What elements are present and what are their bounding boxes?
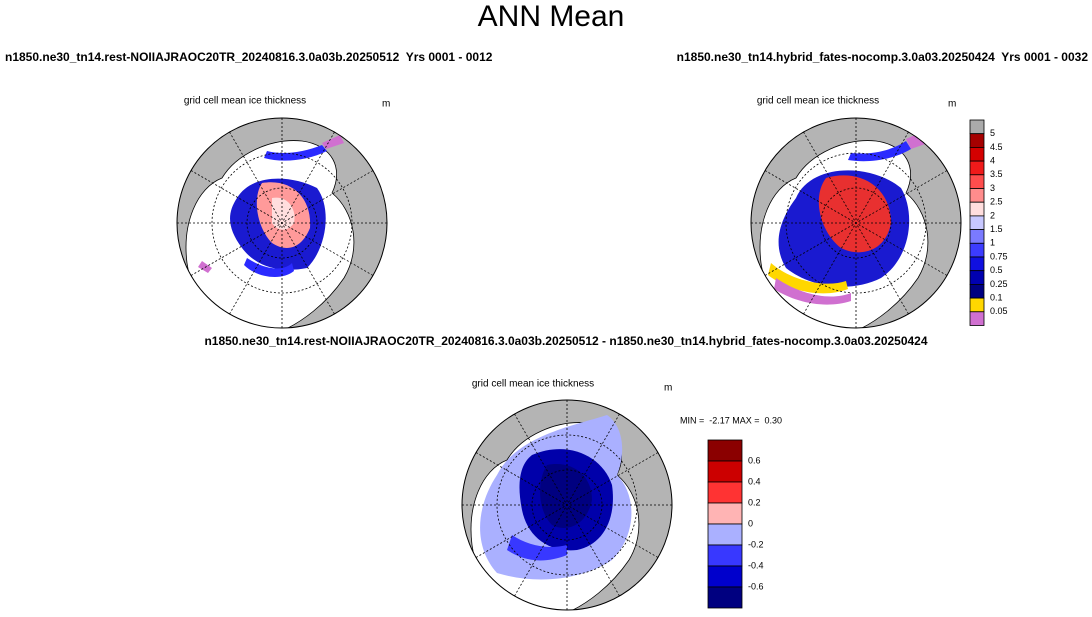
colorbar-label: 1 bbox=[990, 238, 995, 248]
polar-map bbox=[750, 117, 962, 329]
panel-case: n1850.ne30_tn14.rest-NOIIAJRAOC20TR_2024… bbox=[204, 334, 927, 348]
colorbar-label: 0.25 bbox=[990, 279, 1008, 289]
colorbar-box bbox=[969, 188, 985, 203]
colorbar-label: 0.6 bbox=[748, 455, 761, 465]
colorbar-box bbox=[969, 283, 985, 299]
colorbar-box bbox=[969, 174, 985, 189]
panel-subtitle: grid cell mean ice thickness bbox=[184, 96, 306, 107]
colorbar-label: 3 bbox=[990, 183, 995, 193]
colorbar-label: 0.5 bbox=[990, 265, 1003, 275]
figure-title: ANN Mean bbox=[478, 0, 625, 33]
colorbar-box bbox=[969, 146, 985, 162]
colorbar-label: 2 bbox=[990, 210, 995, 220]
panel-units: m bbox=[382, 99, 390, 110]
colorbar-box bbox=[707, 481, 743, 504]
colorbar-box bbox=[969, 229, 985, 244]
colorbar-box bbox=[969, 256, 985, 272]
colorbar-box bbox=[969, 160, 985, 176]
colorbar-label: 1.5 bbox=[990, 224, 1003, 234]
colorbar-box bbox=[707, 565, 743, 588]
colorbar-label: 0.75 bbox=[990, 251, 1008, 261]
colorbar-box bbox=[707, 460, 743, 483]
colorbar-box bbox=[969, 297, 985, 313]
colorbar-label: 3.5 bbox=[990, 169, 1003, 179]
panel-units: m bbox=[664, 383, 672, 394]
colorbar-label: -0.2 bbox=[748, 539, 764, 549]
panel-case: n1850.ne30_tn14.rest-NOIIAJRAOC20TR_2024… bbox=[5, 50, 493, 64]
colorbar-label: -0.6 bbox=[748, 581, 764, 591]
panel-case: n1850.ne30_tn14.hybrid_fates-nocomp.3.0a… bbox=[677, 50, 1089, 64]
colorbar-label: 0.1 bbox=[990, 292, 1003, 302]
colorbar-label: -0.4 bbox=[748, 560, 764, 570]
panel-stats: MIN = -2.17 MAX = 0.30 bbox=[680, 415, 782, 425]
colorbar-box bbox=[969, 215, 985, 230]
colorbar-label: 4.5 bbox=[990, 142, 1003, 152]
colorbar-box bbox=[969, 201, 985, 217]
colorbar-box bbox=[707, 586, 743, 609]
colorbar-box bbox=[707, 523, 743, 546]
polar-map bbox=[176, 117, 388, 329]
colorbar-label: 2.5 bbox=[990, 197, 1003, 207]
polar-map bbox=[461, 399, 673, 611]
colorbar-box bbox=[707, 439, 743, 462]
panel-subtitle: grid cell mean ice thickness bbox=[472, 379, 594, 390]
colorbar-label: 0.05 bbox=[990, 306, 1008, 316]
colorbar-box bbox=[969, 119, 985, 135]
colorbar-label: 0.4 bbox=[748, 476, 761, 486]
colorbar-label: 0 bbox=[748, 518, 753, 528]
colorbar-box bbox=[969, 270, 985, 285]
colorbar-label: 5 bbox=[990, 128, 995, 138]
colorbar-box bbox=[707, 544, 743, 567]
colorbar-box bbox=[969, 133, 985, 148]
colorbar-box bbox=[707, 502, 743, 525]
panel-subtitle: grid cell mean ice thickness bbox=[757, 96, 879, 107]
colorbar-label: 4 bbox=[990, 155, 995, 165]
colorbar-box bbox=[969, 311, 985, 326]
colorbar-box bbox=[969, 242, 985, 258]
colorbar-label: 0.2 bbox=[748, 497, 761, 507]
panel-units: m bbox=[948, 99, 956, 110]
